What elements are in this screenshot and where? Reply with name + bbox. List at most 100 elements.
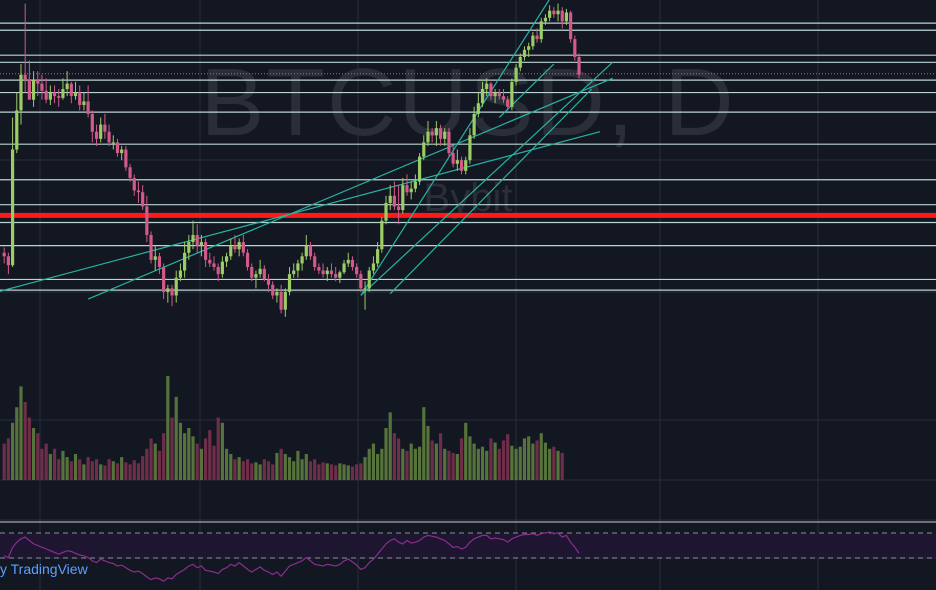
candle-body [174, 277, 178, 296]
volume-bar [346, 465, 350, 480]
candle-body [229, 245, 233, 257]
candle-body [556, 10, 560, 15]
volume-bar [409, 443, 413, 480]
volume-bar [57, 459, 61, 480]
candle-body [350, 259, 355, 267]
candle-body [527, 46, 531, 50]
volume-bar [120, 457, 124, 480]
volume-bar [61, 450, 65, 480]
candle-body [363, 288, 367, 290]
volume-bar [157, 450, 162, 480]
candle-body [510, 81, 514, 107]
candle-body [224, 256, 229, 262]
candle-body [128, 167, 132, 178]
candle-body [212, 263, 216, 267]
candle-body [19, 74, 23, 111]
candle-body [266, 279, 271, 285]
candle-body [564, 12, 569, 22]
volume-bar [485, 450, 489, 480]
volume-bar [250, 463, 254, 480]
volume-bar [430, 440, 434, 480]
volume-bar [501, 440, 506, 480]
volume-bar [187, 428, 191, 480]
volume-bar [287, 457, 292, 480]
candle-body [73, 92, 78, 97]
candle-body [107, 131, 111, 143]
volume-bar [128, 464, 132, 480]
candle-body [380, 220, 384, 250]
volume-bar [552, 446, 556, 480]
candle-body [543, 17, 548, 22]
candle-body [313, 256, 317, 267]
candle-body [506, 99, 510, 107]
volume-bar [493, 442, 497, 480]
volume-bar [527, 436, 531, 480]
trendline [360, 0, 550, 296]
volume-bar [271, 464, 275, 480]
volume-bar [376, 454, 380, 480]
candle-body [258, 268, 262, 275]
volume-bar [405, 450, 409, 480]
candle-body [426, 131, 430, 143]
tradingview-attribution[interactable]: y TradingView [0, 561, 88, 577]
candle-body [422, 142, 426, 157]
volume-bar [178, 422, 183, 480]
candle-body [430, 131, 434, 136]
volume-bar [413, 448, 417, 480]
candle-body [371, 263, 376, 271]
candle-body [401, 185, 405, 211]
candle-body [40, 83, 44, 91]
candle-body [300, 256, 304, 264]
candle-body [397, 206, 401, 211]
volume-bar [48, 454, 52, 480]
volume-bar [153, 443, 157, 480]
volume-bar [522, 438, 527, 480]
volume-bar [556, 450, 560, 480]
volume-bar [300, 459, 304, 480]
volume-bar [329, 464, 334, 480]
volume-bar [480, 446, 485, 480]
candle-body [552, 10, 556, 15]
volume-bar [23, 402, 27, 480]
attribution-brand: TradingView [10, 561, 88, 577]
candle-body [392, 195, 396, 207]
volume-bar [279, 448, 283, 480]
candle-body [145, 206, 149, 235]
volume-bar [464, 422, 468, 480]
candle-body [69, 83, 73, 97]
candle-body [485, 83, 489, 89]
volume-bar [78, 459, 82, 480]
candle-body [90, 113, 94, 132]
candle-body [82, 101, 86, 106]
volume-bar [443, 448, 447, 480]
volume-bar [388, 412, 392, 480]
volume-bar [220, 422, 224, 480]
volume-bar [535, 440, 539, 480]
volume-bar [86, 457, 90, 480]
volume-bar [237, 457, 241, 480]
volume-bar [539, 433, 543, 480]
candle-body [216, 266, 220, 275]
candle-body [208, 259, 212, 264]
trendline [87, 77, 613, 300]
candle-body [187, 242, 191, 253]
volume-bar [359, 463, 363, 480]
volume-bar [325, 463, 329, 480]
volume-bar [321, 462, 325, 480]
volume-bar [342, 464, 346, 480]
volume-bar [94, 459, 99, 480]
volume-bar [543, 442, 548, 480]
volume-bar [338, 463, 342, 480]
volume-bar [506, 434, 510, 480]
volume-bar [422, 407, 426, 480]
volume-bar [384, 428, 388, 480]
candle-body [141, 192, 145, 207]
candle-body [237, 242, 241, 250]
volume-bar [313, 459, 317, 480]
volume-bar [170, 417, 174, 480]
candle-body [468, 135, 472, 161]
candle-body [166, 288, 170, 292]
volume-bar [241, 461, 245, 480]
